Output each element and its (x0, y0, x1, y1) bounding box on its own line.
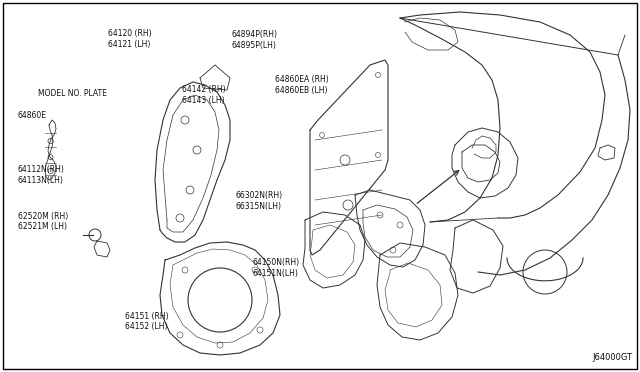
Text: 64151 (RH)
64152 (LH): 64151 (RH) 64152 (LH) (125, 312, 168, 331)
Text: 64860EA (RH)
64860EB (LH): 64860EA (RH) 64860EB (LH) (275, 75, 329, 94)
Text: 64112N(RH)
64113N(LH): 64112N(RH) 64113N(LH) (18, 165, 65, 185)
Text: 62520M (RH)
62521M (LH): 62520M (RH) 62521M (LH) (18, 212, 68, 231)
Text: J64000GT: J64000GT (592, 353, 632, 362)
Text: MODEL NO. PLATE: MODEL NO. PLATE (38, 89, 108, 97)
Text: 64894P(RH)
64895P(LH): 64894P(RH) 64895P(LH) (232, 31, 278, 50)
Text: 66302N(RH)
66315N(LH): 66302N(RH) 66315N(LH) (236, 191, 283, 211)
Text: 64860E: 64860E (18, 111, 47, 120)
Text: 64150N(RH)
64151N(LH): 64150N(RH) 64151N(LH) (253, 258, 300, 278)
Text: 64120 (RH)
64121 (LH): 64120 (RH) 64121 (LH) (108, 29, 151, 49)
Text: 64142 (RH)
64143 (LH): 64142 (RH) 64143 (LH) (182, 85, 226, 105)
